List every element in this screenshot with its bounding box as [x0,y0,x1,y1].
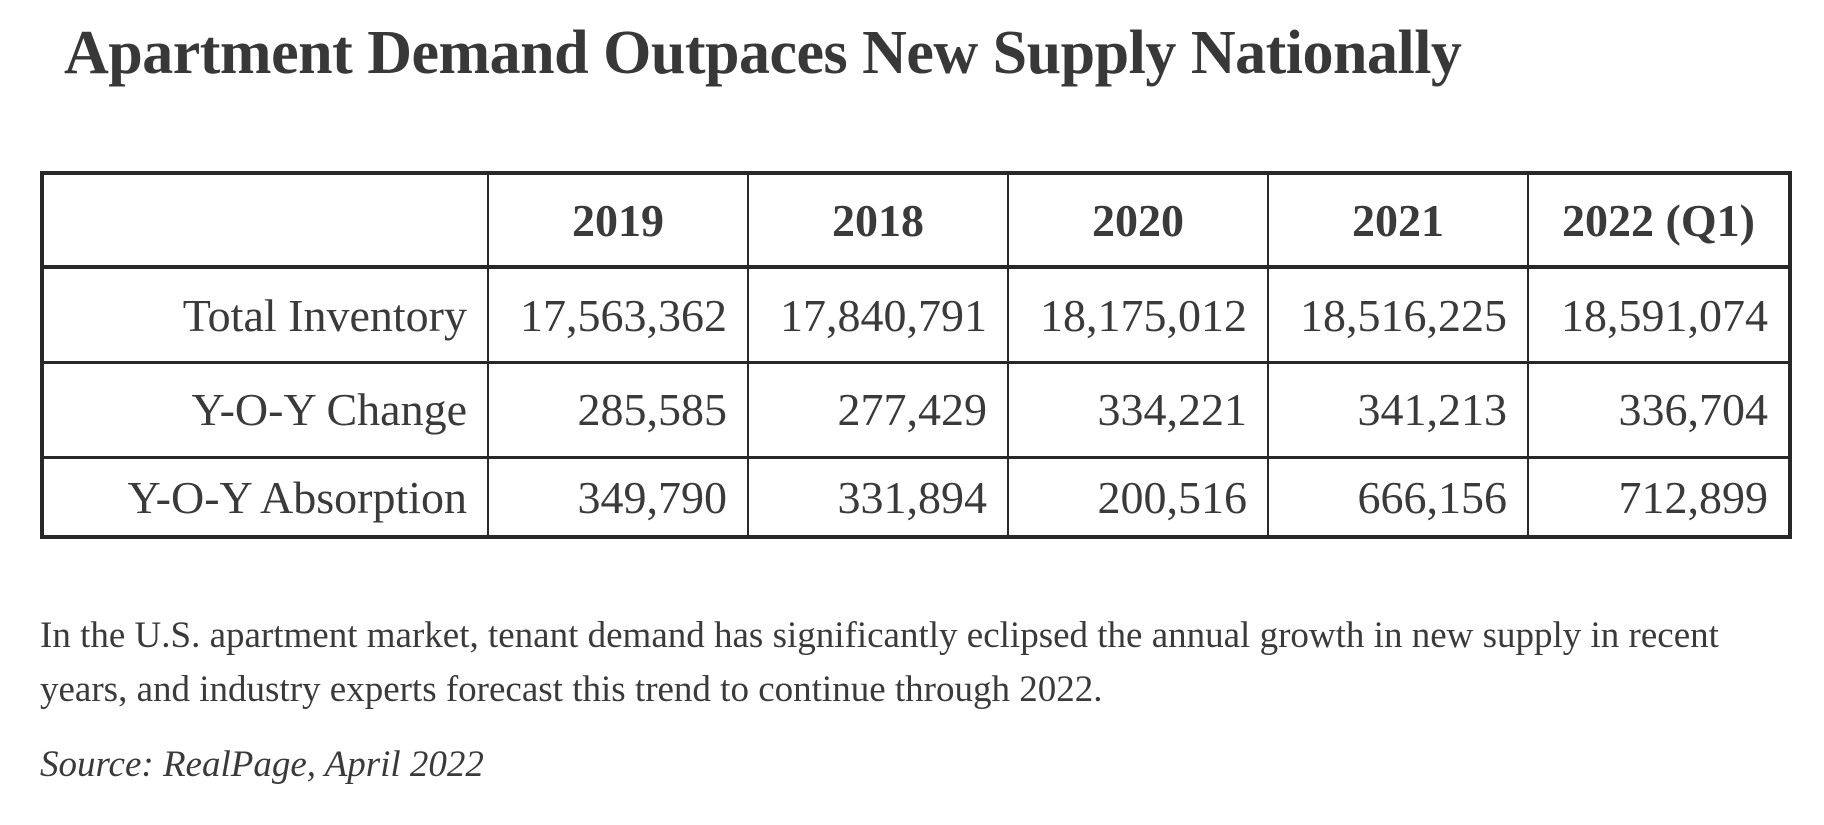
table-row-yoy-absorption: Y-O-Y Absorption 349,790 331,894 200,516… [41,455,1791,539]
table-row-yoy-change: Y-O-Y Change 285,585 277,429 334,221 341… [41,360,1791,459]
table-cell: 349,790 [487,455,749,539]
column-header-2018: 2018 [747,171,1009,270]
table-header-row: 2019 2018 2020 2021 2022 (Q1) [41,171,1791,270]
caption-text: In the U.S. apartment market, tenant dem… [40,615,1719,710]
table-row-total-inventory: Total Inventory 17,563,362 17,840,791 18… [41,265,1791,364]
apartment-data-table: 2019 2018 2020 2021 2022 (Q1) Total Inve… [40,171,1792,540]
table-cell: 200,516 [1007,455,1269,539]
column-header-2019: 2019 [487,171,749,270]
table-cell: 277,429 [747,360,1009,459]
row-header-yoy-change: Y-O-Y Change [41,360,489,459]
corner-cell [41,171,489,270]
table-cell: 331,894 [747,455,1009,539]
page-title: Apartment Demand Outpaces New Supply Nat… [64,19,1462,87]
table-cell: 334,221 [1007,360,1269,459]
source-text: Source: RealPage, April 2022 [40,743,484,785]
table-cell: 18,516,225 [1267,265,1529,364]
table-cell: 285,585 [487,360,749,459]
table-cell: 341,213 [1267,360,1529,459]
table-cell: 17,840,791 [747,265,1009,364]
column-header-2022-q1: 2022 (Q1) [1527,171,1791,270]
table-cell: 18,175,012 [1007,265,1269,364]
column-header-2021: 2021 [1267,171,1529,270]
row-header-yoy-absorption: Y-O-Y Absorption [41,455,489,539]
column-header-2020: 2020 [1007,171,1269,270]
table-cell: 17,563,362 [487,265,749,364]
table-cell: 666,156 [1267,455,1529,539]
table-cell: 336,704 [1527,360,1791,459]
row-header-total-inventory: Total Inventory [41,265,489,364]
table-cell: 18,591,074 [1527,265,1791,364]
table-cell: 712,899 [1527,455,1791,539]
